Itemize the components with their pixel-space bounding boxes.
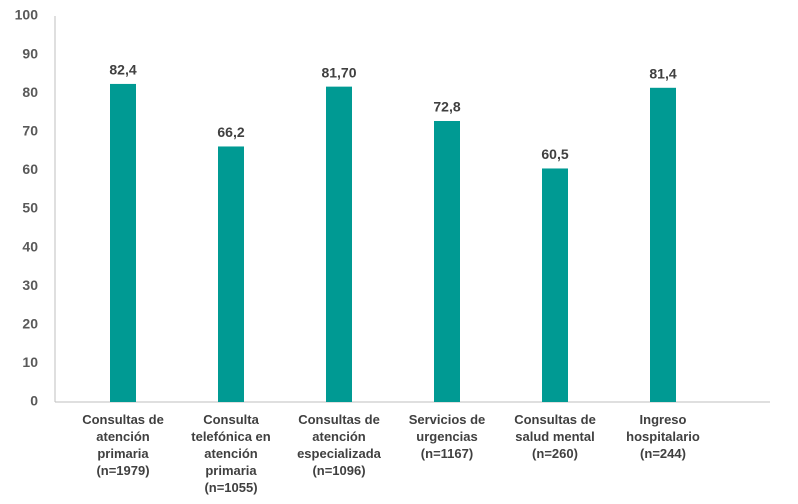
data-label: 60,5 [541, 146, 568, 162]
y-tick-label: 10 [22, 354, 38, 370]
bar [110, 83, 136, 402]
x-tick-label: Servicios de urgencias (n=1167) [408, 412, 486, 461]
bar [326, 86, 352, 402]
x-tick-label: Consultas de salud mental (n=260) [514, 412, 596, 461]
bar [434, 120, 460, 402]
y-tick-label: 70 [22, 123, 38, 139]
data-label: 82,4 [109, 62, 136, 78]
y-tick-label: 20 [22, 316, 38, 332]
x-tick-label: Ingreso hospitalario (n=244) [626, 412, 700, 461]
x-tick-label: Consultas de atención especializada (n=1… [297, 412, 381, 478]
bar [542, 168, 568, 402]
y-tick-label: 40 [22, 238, 38, 254]
data-label: 81,70 [321, 64, 356, 80]
data-label: 81,4 [649, 65, 676, 81]
x-tick-label: Consulta telefónica en atención primaria… [191, 412, 271, 495]
bar [218, 146, 244, 402]
y-tick-label: 50 [22, 200, 38, 216]
data-label: 72,8 [433, 99, 460, 115]
y-tick-label: 30 [22, 277, 38, 293]
y-tick-label: 100 [15, 7, 39, 23]
x-tick-label: Consultas de atención primaria (n=1979) [82, 412, 164, 478]
y-tick-label: 90 [22, 45, 38, 61]
y-tick-label: 80 [22, 84, 38, 100]
data-label: 66,2 [217, 124, 244, 140]
y-tick-label: 0 [30, 393, 38, 409]
bar [650, 87, 676, 403]
y-tick-label: 60 [22, 161, 38, 177]
